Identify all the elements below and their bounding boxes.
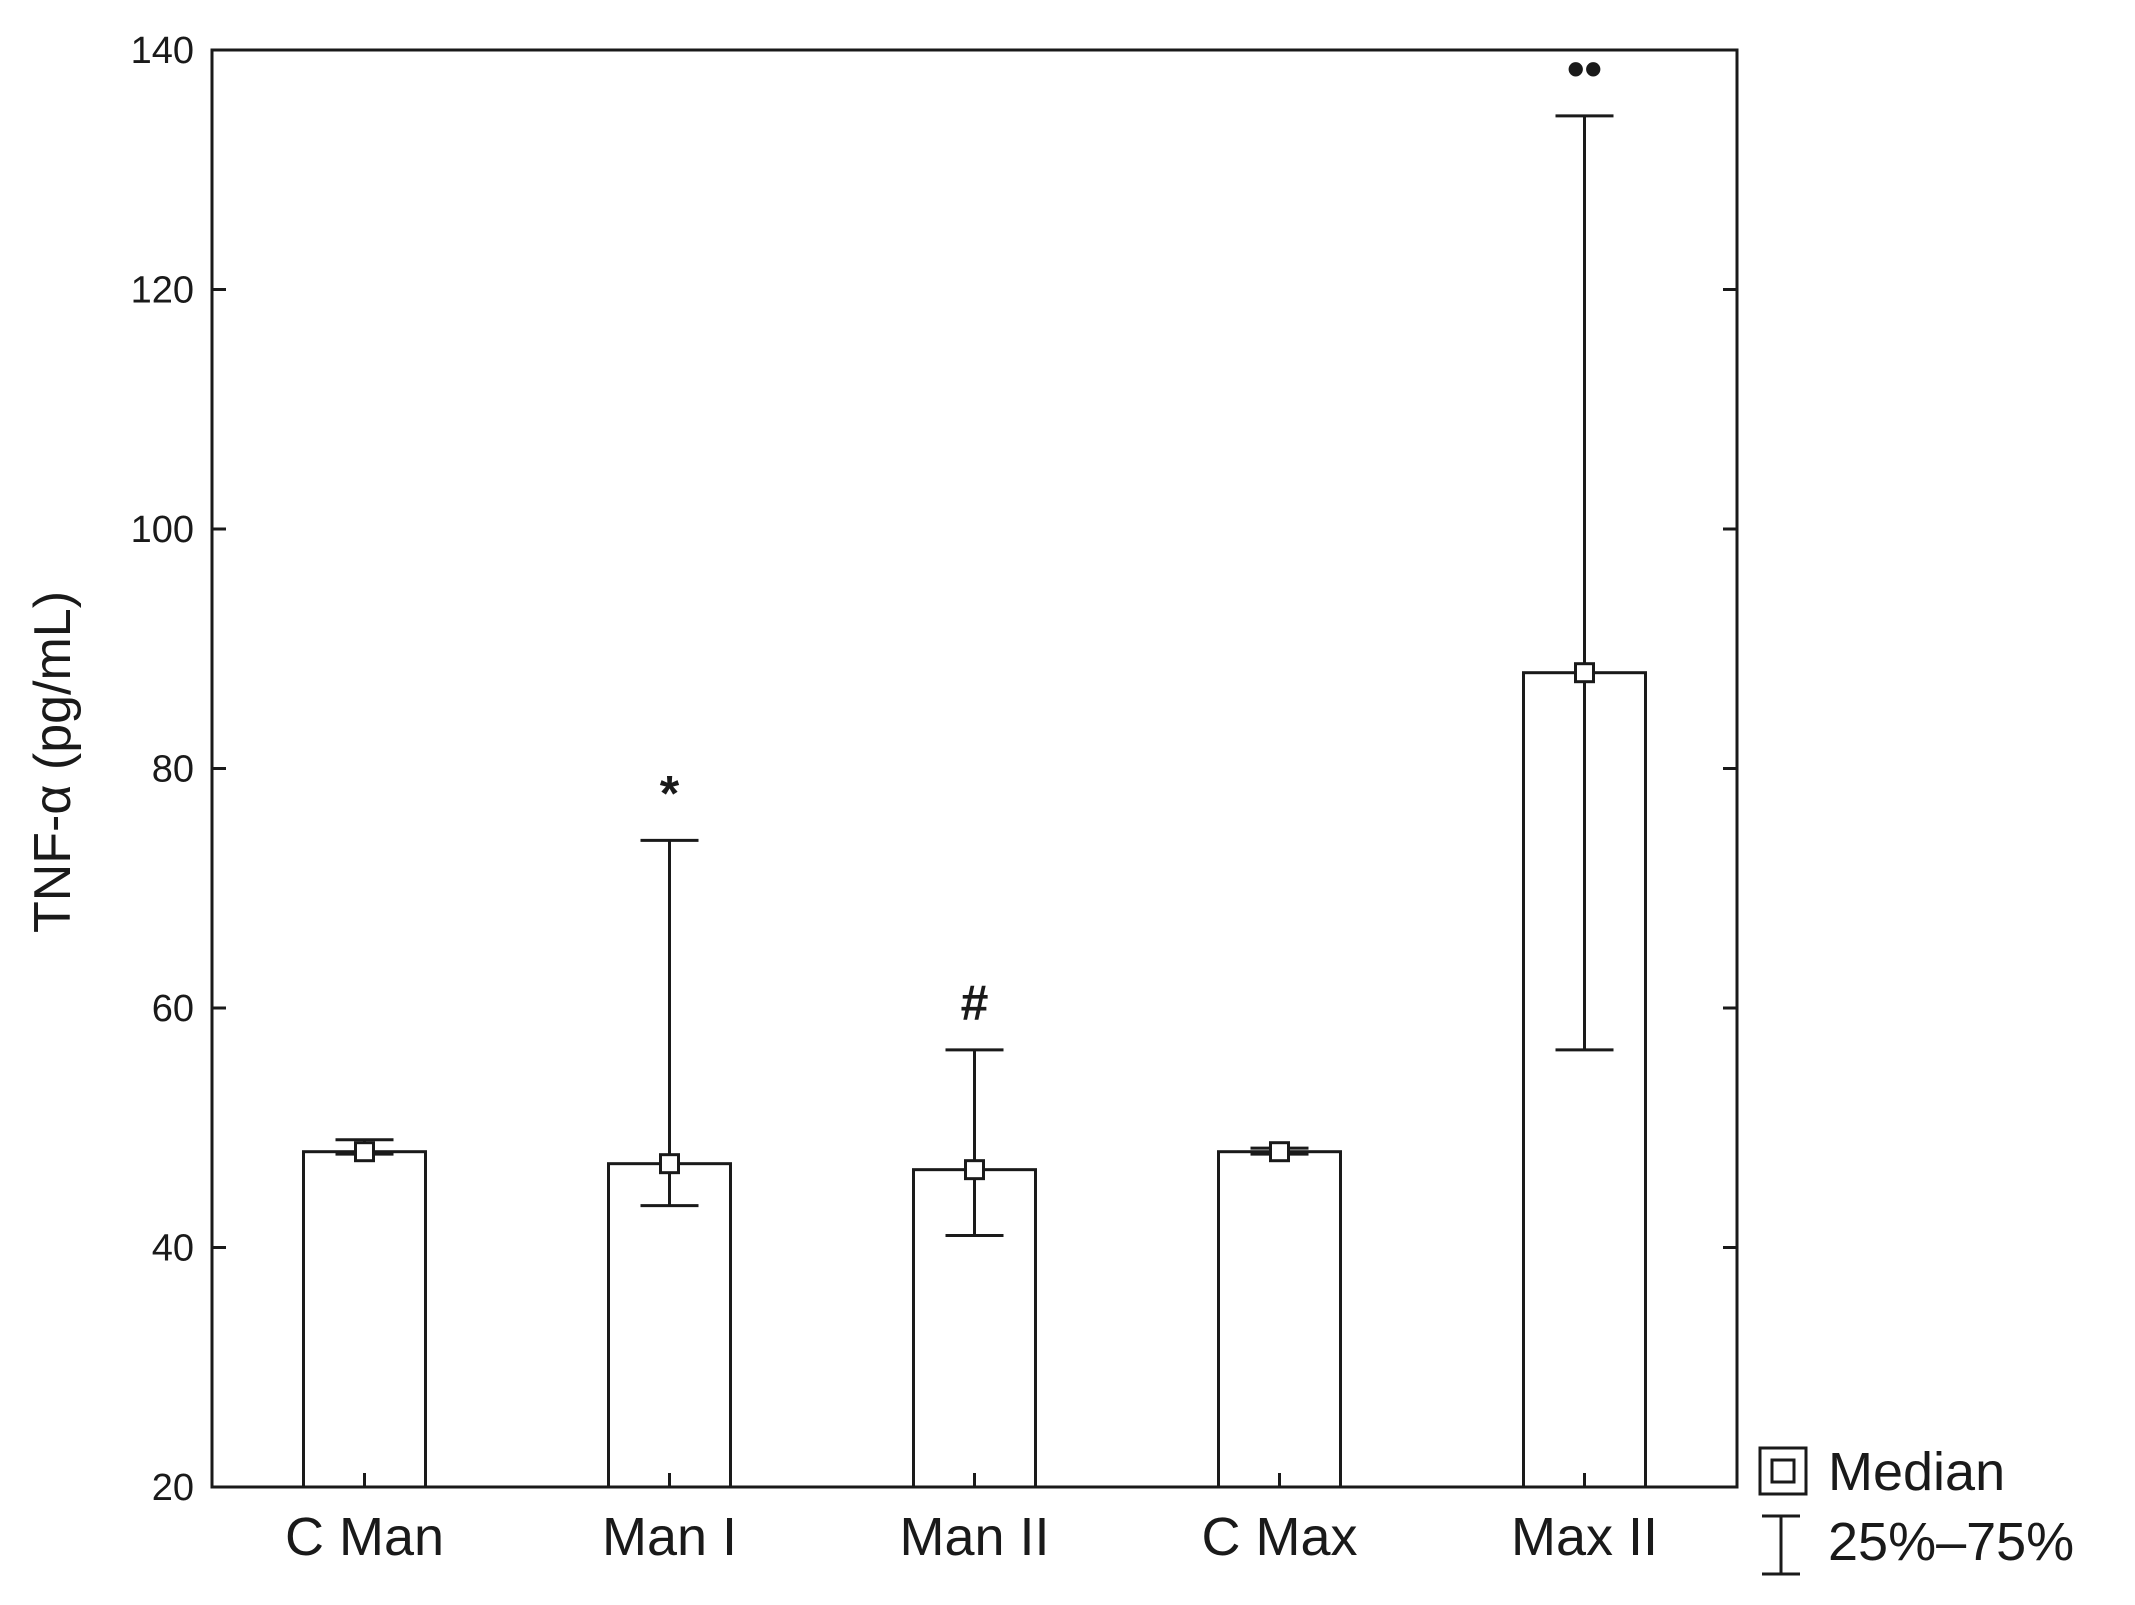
bar: [607, 1162, 732, 1489]
bar: [302, 1150, 427, 1489]
median-marker: [1574, 662, 1595, 684]
y-tick-label: 120: [131, 270, 194, 312]
y-tick-label: 40: [152, 1228, 194, 1270]
legend-range-label: 25%–75%: [1828, 1512, 2074, 1572]
bar: [1217, 1150, 1342, 1489]
legend-median-label: Median: [1828, 1442, 2005, 1502]
median-marker: [659, 1153, 680, 1175]
y-axis-label: TNF-α (pg/mL): [24, 591, 82, 933]
x-category-label: Man I: [602, 1507, 737, 1567]
y-tick-label: 140: [131, 30, 194, 72]
x-category-label: Man II: [899, 1507, 1049, 1567]
x-category-label: C Man: [285, 1507, 444, 1567]
significance-mark: *: [660, 765, 680, 821]
significance-mark: #: [961, 975, 989, 1031]
y-tick-label: 100: [131, 509, 194, 551]
y-tick-label: 20: [152, 1467, 194, 1509]
x-category-label: C Max: [1201, 1507, 1357, 1567]
y-tick-label: 60: [152, 988, 194, 1030]
legend: Median 25%–75%: [1758, 1442, 2074, 1576]
median-marker: [1269, 1141, 1290, 1163]
median-legend-icon: [1758, 1446, 1808, 1496]
range-legend-icon: [1762, 1514, 1800, 1576]
median-marker: [964, 1159, 985, 1181]
significance-mark: ••: [1567, 41, 1602, 97]
median-marker: [354, 1141, 375, 1163]
y-tick-label: 80: [152, 749, 194, 791]
x-category-label: Max II: [1511, 1507, 1658, 1567]
